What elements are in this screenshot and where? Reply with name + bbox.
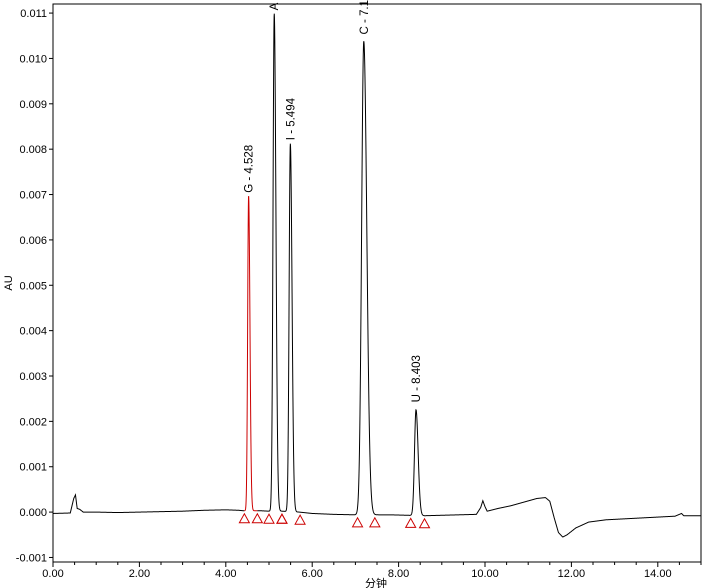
peak-label: I - 5.494: [285, 97, 297, 140]
y-tick-label: 0.005: [19, 280, 47, 292]
y-tick-label: 0.001: [19, 462, 47, 474]
peak-end-marker: [294, 514, 306, 525]
integration-markers: [238, 512, 431, 529]
y-tick-label: 0.007: [19, 190, 47, 202]
peak-label: A - 5.121: [269, 0, 281, 10]
y-tick-label: 0.004: [19, 326, 47, 338]
peak-label: U - 8.403: [411, 355, 423, 402]
y-tick-label: 0.011: [20, 8, 47, 20]
y-tick-label: 0.006: [19, 235, 47, 247]
peak-end-marker: [368, 516, 381, 528]
x-tick-label: 0.00: [42, 568, 63, 580]
plot-frame: [52, 3, 702, 563]
y-axis-label: AU: [3, 275, 15, 290]
peak-start-marker: [351, 516, 364, 528]
chromatogram-trace: [52, 13, 701, 538]
y-tick-label: 0.008: [19, 144, 47, 156]
peak-start-marker: [276, 513, 288, 524]
peak-start-marker: [238, 512, 251, 524]
y-tick-label: 0.003: [19, 371, 47, 383]
y-axis-ticks: -0.001 0.000 0.001 0.002 0.003 0.004 0.005 0.00…: [16, 8, 53, 564]
x-tick-label: 8.00: [388, 568, 409, 580]
x-tick-label: 2.00: [129, 568, 150, 580]
y-tick-label: 0.000: [19, 507, 47, 519]
x-axis-ticks: 0.00 2.00 4.00 6.00 8.00 10.00 12.00 14.00: [42, 562, 702, 580]
y-tick-label: 0.010: [19, 53, 47, 65]
x-tick-label: 10.00: [471, 568, 499, 580]
peak-start-marker: [404, 517, 417, 528]
x-tick-label: 12.00: [558, 568, 586, 580]
peak-label: G - 4.528: [244, 145, 256, 193]
trace-segment-highlight: [244, 195, 258, 512]
peak-end-marker: [418, 517, 431, 529]
y-tick-label: 0.009: [19, 99, 47, 111]
peak-labels: G - 4.528 A - 5.121 I - 5.494 C - 7.194 U - …: [244, 0, 423, 402]
trace-segment: [257, 13, 701, 538]
x-tick-label: 14.00: [644, 568, 672, 580]
peak-start-marker: [263, 513, 275, 524]
x-axis-label: 分钟: [365, 576, 387, 588]
peak-end-marker: [251, 512, 264, 524]
y-tick-label: 0.002: [19, 416, 47, 428]
x-tick-label: 6.00: [301, 568, 322, 580]
peak-label: C - 7.194: [359, 0, 371, 35]
y-tick-label: -0.001: [16, 552, 47, 564]
trace-segment: [52, 493, 245, 514]
x-tick-label: 4.00: [215, 568, 236, 580]
